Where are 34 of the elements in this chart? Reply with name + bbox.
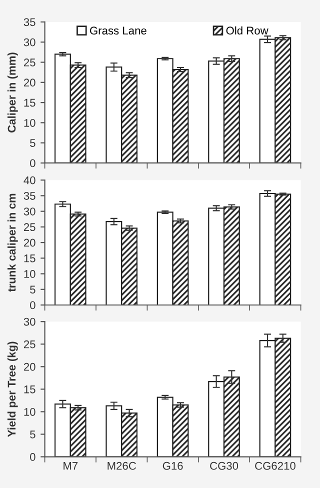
y-tick-label: 30: [24, 38, 36, 46]
y-tick-label: 5: [30, 430, 36, 438]
legend-label: Grass Lane: [90, 26, 146, 35]
legend-label: Old Row: [226, 26, 268, 35]
y-tick-label: 25: [24, 340, 36, 348]
y-axis-title: Caliper in (mm): [8, 52, 18, 132]
x-tick-label: M7: [64, 462, 78, 470]
y-tick-label: 10: [24, 408, 36, 416]
y-axis-title: trunk caliper in cm: [8, 194, 18, 292]
x-tick-label: CG6210: [255, 462, 296, 470]
y-tick-label: 10: [24, 270, 36, 278]
x-tick-label: M26C: [108, 462, 136, 470]
y-tick-label: 35: [24, 18, 36, 26]
y-tick-label: 20: [24, 362, 36, 371]
y-tick-label: 10: [24, 118, 36, 127]
y-tick-label: 15: [24, 98, 36, 107]
y-tick-label: 5: [30, 286, 36, 294]
y-tick-label: 20: [24, 78, 36, 87]
y-tick-label: 25: [24, 223, 36, 232]
y-tick-label: 35: [24, 192, 36, 200]
y-tick-label: 0: [30, 159, 36, 168]
y-axis-title: Yield per Tree (kg): [7, 342, 18, 437]
y-tick-label: 5: [30, 139, 36, 147]
x-tick-label: G16: [162, 462, 183, 470]
y-tick-label: 15: [24, 254, 36, 262]
y-tick-label: 40: [24, 176, 36, 184]
y-tick-label: 20: [24, 238, 36, 247]
y-tick-label: 0: [30, 453, 36, 461]
y-tick-label: 30: [24, 318, 36, 326]
y-tick-label: 25: [24, 58, 36, 66]
x-tick-label: CG30: [210, 462, 238, 470]
y-tick-label: 30: [24, 208, 36, 216]
y-tick-label: 15: [24, 386, 36, 394]
y-tick-label: 0: [30, 301, 36, 310]
